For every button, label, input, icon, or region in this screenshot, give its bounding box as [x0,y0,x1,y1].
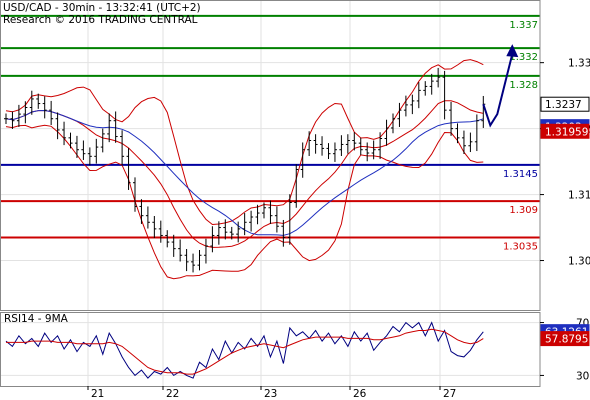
level-label-resistance: 1.337 [509,20,538,31]
level-label-support: 1.3035 [503,241,538,252]
price-axis-tick-label: 1.31 [568,190,590,202]
value-label-box-red [540,123,590,139]
projection-arrow-line [482,53,514,128]
time-axis-tick-label: 26 [353,388,367,400]
grid [0,0,540,386]
value-label-current: 1.3237 [545,99,582,111]
chart-header-copyright: Research © 2016 TRADING CENTRAL [3,14,198,26]
time-axis-tick-label: 27 [443,388,456,400]
time-axis-tick-label: 23 [264,388,277,400]
price-panel-border [0,0,541,311]
rsi-line [5,321,484,379]
bollinger-bands [5,59,484,280]
time-axis-tick-label: 21 [91,388,104,400]
chart-frame [0,0,541,387]
price-candles [4,67,486,273]
time-axis-tick-label: 22 [166,388,179,400]
bollinger-middle-line [5,100,484,248]
price-axis-tick-label: 1.30 [568,256,590,268]
level-label-resistance: 1.328 [509,80,538,91]
value-label-box-red [540,331,590,347]
level-label-resistance: 1.332 [509,52,538,63]
rsi-ma-line [6,328,484,375]
bollinger-lower-line [5,124,484,280]
value-label-red: 1.31959 [545,126,588,138]
value-label-box-current [540,96,590,112]
time-axis: 21 22 23 26 27 [87,386,456,400]
projection-arrow-head [506,44,519,58]
projection-arrow [482,44,519,128]
level-label-support: 1.309 [509,205,538,216]
price-axis-tick-label: 1.33 [568,58,590,70]
rsi-panel-border [0,312,541,387]
rsi-panel-title: RSI14 - 9MA [4,313,69,325]
bollinger-upper-line [5,59,484,226]
rsi-axis-tick-label: 30 [576,370,589,382]
chart-header-symbol: USD/CAD - 30min - 13:32:41 (UTC+2) [3,2,201,14]
value-label-red: 57.8795 [545,334,588,346]
level-label-pivot: 1.3145 [503,169,538,180]
